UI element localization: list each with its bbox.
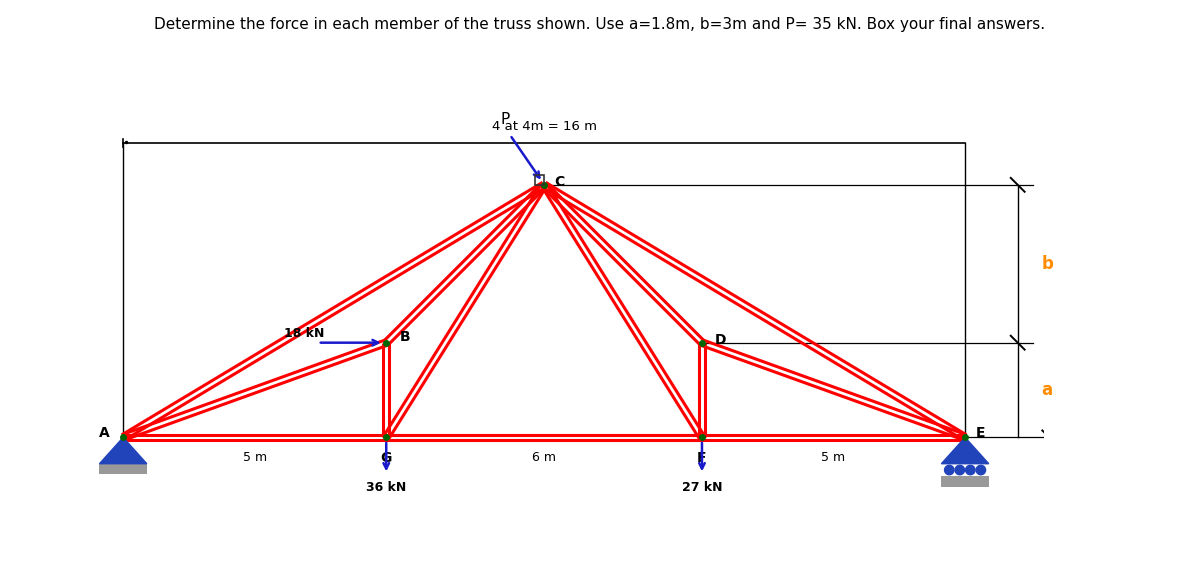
Text: 27 kN: 27 kN bbox=[682, 481, 722, 494]
Text: 6 m: 6 m bbox=[532, 451, 556, 464]
Bar bbox=[941, 476, 989, 487]
Text: E: E bbox=[976, 426, 985, 440]
Polygon shape bbox=[100, 437, 146, 464]
Text: 36 kN: 36 kN bbox=[366, 481, 407, 494]
Text: 5 m: 5 m bbox=[242, 451, 266, 464]
Text: 5 m: 5 m bbox=[822, 451, 846, 464]
Text: 4 at 4m = 16 m: 4 at 4m = 16 m bbox=[492, 120, 596, 133]
Text: 18 kN: 18 kN bbox=[284, 327, 325, 340]
Text: b: b bbox=[1042, 254, 1054, 272]
Circle shape bbox=[955, 465, 965, 475]
Text: P: P bbox=[500, 112, 509, 127]
Circle shape bbox=[966, 465, 976, 475]
Bar bbox=[100, 464, 146, 474]
Circle shape bbox=[976, 465, 985, 475]
Text: Determine the force in each member of the truss shown. Use a=1.8m, b=3m and P= 3: Determine the force in each member of th… bbox=[155, 17, 1045, 33]
Text: G: G bbox=[380, 450, 392, 465]
Text: a: a bbox=[1042, 381, 1052, 399]
Text: A: A bbox=[100, 426, 110, 440]
Text: D: D bbox=[715, 333, 727, 347]
Text: B: B bbox=[400, 331, 410, 345]
Polygon shape bbox=[941, 437, 989, 464]
Text: F: F bbox=[697, 450, 707, 465]
Text: C: C bbox=[554, 175, 565, 189]
Circle shape bbox=[944, 465, 954, 475]
